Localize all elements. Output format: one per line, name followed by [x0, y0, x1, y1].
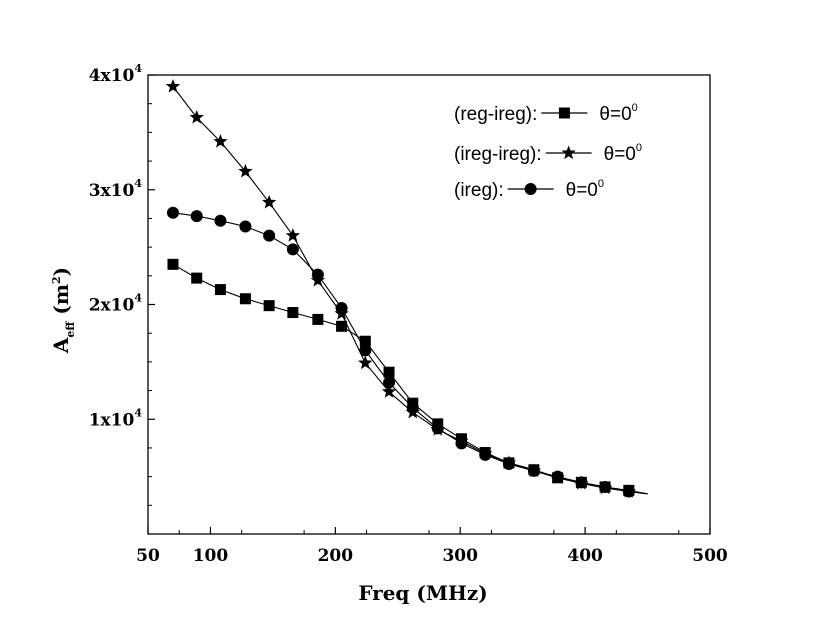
- data-point: [359, 335, 371, 347]
- legend-theta: θ=00: [566, 178, 604, 201]
- data-point: [431, 422, 444, 435]
- series-circle: [166, 206, 648, 498]
- y-axis-title-sub: eff: [64, 321, 77, 338]
- series-line: [172, 86, 648, 495]
- data-point: [189, 109, 204, 124]
- data-point: [575, 476, 588, 489]
- series-star: [165, 78, 648, 498]
- legend-theta: θ=00: [599, 102, 637, 125]
- data-point: [479, 448, 492, 461]
- data-point: [214, 284, 226, 296]
- data-point: [239, 220, 252, 233]
- data-point: [239, 293, 251, 305]
- data-point: [527, 464, 540, 477]
- data-point: [262, 194, 277, 209]
- data-point: [383, 366, 395, 378]
- y-axis-title-unit-close: ): [49, 267, 73, 276]
- data-point: [165, 78, 181, 93]
- data-point: [191, 272, 203, 284]
- y-tick-label: 3x104: [89, 177, 143, 201]
- data-point: [336, 320, 348, 332]
- data-point: [502, 458, 515, 471]
- y-axis-title-unit-sup: 2: [50, 276, 63, 284]
- data-point: [622, 485, 635, 498]
- legend: (reg-ireg): θ=00 (ireg-ireg): θ=00 (ireg): θ=…: [454, 102, 642, 201]
- legend-label: (reg-ireg):: [454, 104, 537, 125]
- x-tick-label: 200: [318, 546, 354, 566]
- y-axis-title-unit-open: (m: [49, 284, 73, 322]
- legend-label: (ireg-ireg):: [454, 144, 542, 165]
- data-point: [599, 480, 612, 493]
- data-point: [263, 229, 276, 242]
- data-point: [190, 210, 203, 223]
- x-tick-label: 400: [567, 546, 603, 566]
- x-tick-label: 50: [136, 546, 160, 566]
- legend-marker: [524, 183, 537, 195]
- data-point: [311, 268, 324, 281]
- data-point: [551, 470, 564, 483]
- y-axis-title-base: A: [49, 337, 73, 354]
- data-point: [312, 313, 324, 325]
- data-point: [166, 206, 179, 219]
- series-line: [172, 212, 648, 495]
- legend-theta: θ=00: [604, 142, 642, 165]
- data-point: [287, 307, 299, 319]
- x-axis-title: Freq (MHz): [358, 581, 487, 605]
- data-point: [359, 344, 372, 357]
- y-axis-title: Aeff (m2): [49, 267, 77, 354]
- data-point: [286, 243, 299, 256]
- series-square: [167, 258, 648, 496]
- data-point: [406, 401, 419, 414]
- data-point: [285, 228, 300, 242]
- data-point: [383, 376, 396, 389]
- data-point: [358, 355, 373, 370]
- data-point: [381, 384, 397, 398]
- data-point: [167, 258, 179, 270]
- x-tick-label: 100: [193, 546, 229, 566]
- y-tick-label: 1x104: [89, 406, 143, 430]
- y-tick-label: 4x104: [89, 62, 143, 86]
- y-tick-label: 2x104: [89, 292, 143, 316]
- data-point: [335, 301, 348, 314]
- data-point: [213, 134, 228, 148]
- legend-label: (ireg):: [454, 180, 504, 201]
- legend-marker: [561, 145, 576, 160]
- data-point: [238, 163, 253, 178]
- x-tick-label: 500: [692, 546, 728, 566]
- data-point: [263, 300, 275, 312]
- data-point: [214, 214, 227, 227]
- legend-marker: [558, 107, 570, 119]
- data-point: [455, 437, 468, 450]
- x-tick-label: 300: [442, 546, 478, 566]
